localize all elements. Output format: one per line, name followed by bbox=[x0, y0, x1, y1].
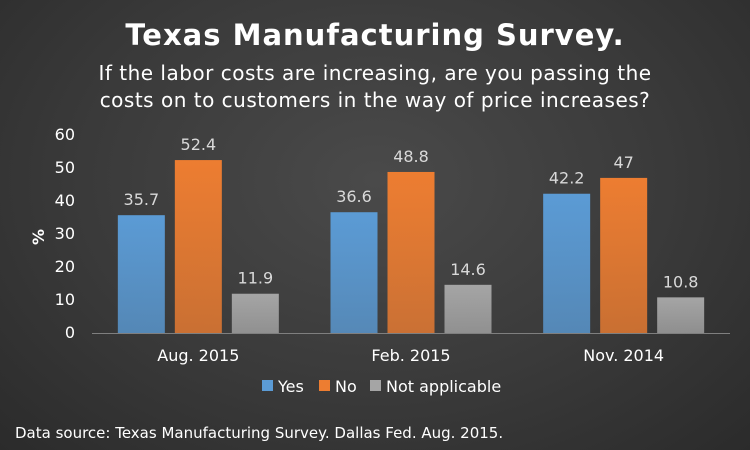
data-label: 48.8 bbox=[393, 147, 429, 166]
y-tick-label: 0 bbox=[65, 323, 75, 342]
bar-yes bbox=[330, 212, 378, 333]
subtitle-line-1: If the labor costs are increasing, are y… bbox=[98, 61, 652, 85]
legend-entry: Yes bbox=[277, 377, 304, 396]
data-label: 42.2 bbox=[549, 169, 585, 188]
bar-no bbox=[387, 171, 435, 333]
y-tick-label: 50 bbox=[55, 158, 75, 177]
bar-yes bbox=[117, 215, 165, 333]
legend-swatch bbox=[370, 380, 381, 391]
bar-yes bbox=[543, 193, 591, 333]
bar-no bbox=[174, 160, 222, 333]
legend-swatch bbox=[319, 380, 330, 391]
data-label: 35.7 bbox=[124, 190, 160, 209]
y-tick-label: 40 bbox=[55, 191, 75, 210]
y-axis-label: % bbox=[29, 229, 48, 245]
x-tick-label: Feb. 2015 bbox=[371, 346, 450, 365]
data-label: 14.6 bbox=[450, 260, 486, 279]
legend-entry: Not applicable bbox=[386, 377, 501, 396]
subtitle-line-2: costs on to customers in the way of pric… bbox=[99, 88, 651, 112]
bar-no bbox=[600, 177, 648, 333]
legend-swatch bbox=[262, 380, 273, 391]
data-label: 47 bbox=[613, 153, 633, 172]
data-label: 11.9 bbox=[238, 269, 274, 288]
data-label: 36.6 bbox=[336, 187, 372, 206]
y-tick-label: 10 bbox=[55, 290, 75, 309]
data-label: 10.8 bbox=[663, 272, 699, 291]
chart-title: Texas Manufacturing Survey. bbox=[125, 18, 625, 52]
data-label: 52.4 bbox=[181, 135, 217, 154]
y-tick-label: 60 bbox=[55, 125, 75, 144]
y-tick-label: 20 bbox=[55, 257, 75, 276]
y-tick-label: 30 bbox=[55, 224, 75, 243]
bar-not-applicable bbox=[231, 293, 279, 333]
bar-not-applicable bbox=[444, 284, 492, 333]
x-tick-label: Aug. 2015 bbox=[157, 346, 239, 365]
bar-not-applicable bbox=[657, 297, 705, 333]
x-tick-label: Nov. 2014 bbox=[583, 346, 664, 365]
chart-subtitle: If the labor costs are increasing, are y… bbox=[0, 60, 750, 114]
data-source-note: Data source: Texas Manufacturing Survey.… bbox=[15, 424, 504, 442]
legend-entry: No bbox=[335, 377, 357, 396]
